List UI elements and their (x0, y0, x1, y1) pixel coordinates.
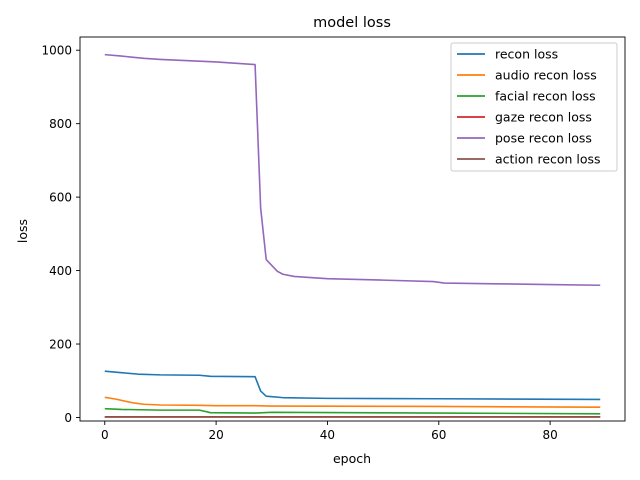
y-tick-label: 600 (49, 191, 72, 205)
y-tick-label: 200 (49, 338, 72, 352)
x-tick-label: 80 (542, 428, 557, 442)
series-line-4 (104, 53, 601, 287)
legend-label-2: facial recon loss (495, 89, 596, 104)
legend-label-4: pose recon loss (495, 131, 592, 146)
legend-label-1: audio recon loss (495, 68, 597, 83)
x-tick-label: 0 (101, 428, 109, 442)
plot-area (79, 36, 626, 422)
y-tick-label: 400 (49, 264, 72, 278)
y-tick-label: 1000 (41, 44, 72, 58)
x-tick-label: 20 (208, 428, 223, 442)
series-line-2 (104, 407, 601, 415)
x-tick-label: 40 (320, 428, 335, 442)
y-tick-label: 800 (49, 117, 72, 131)
x-axis-label: epoch (333, 451, 371, 466)
x-tick-label: 60 (431, 428, 446, 442)
legend-label-5: action recon loss (495, 152, 601, 167)
series-line-1 (104, 396, 601, 408)
legend-box (450, 42, 618, 172)
legend: recon loss audio recon loss facial recon l… (450, 42, 618, 172)
legend-label-3: gaze recon loss (495, 110, 592, 125)
y-axis-label: loss (15, 219, 30, 243)
legend-label-0: recon loss (495, 47, 558, 62)
axes-frame (79, 36, 626, 422)
chart-title: model loss (313, 15, 391, 31)
series-line-0 (104, 370, 601, 401)
y-tick-label: 0 (64, 411, 72, 425)
